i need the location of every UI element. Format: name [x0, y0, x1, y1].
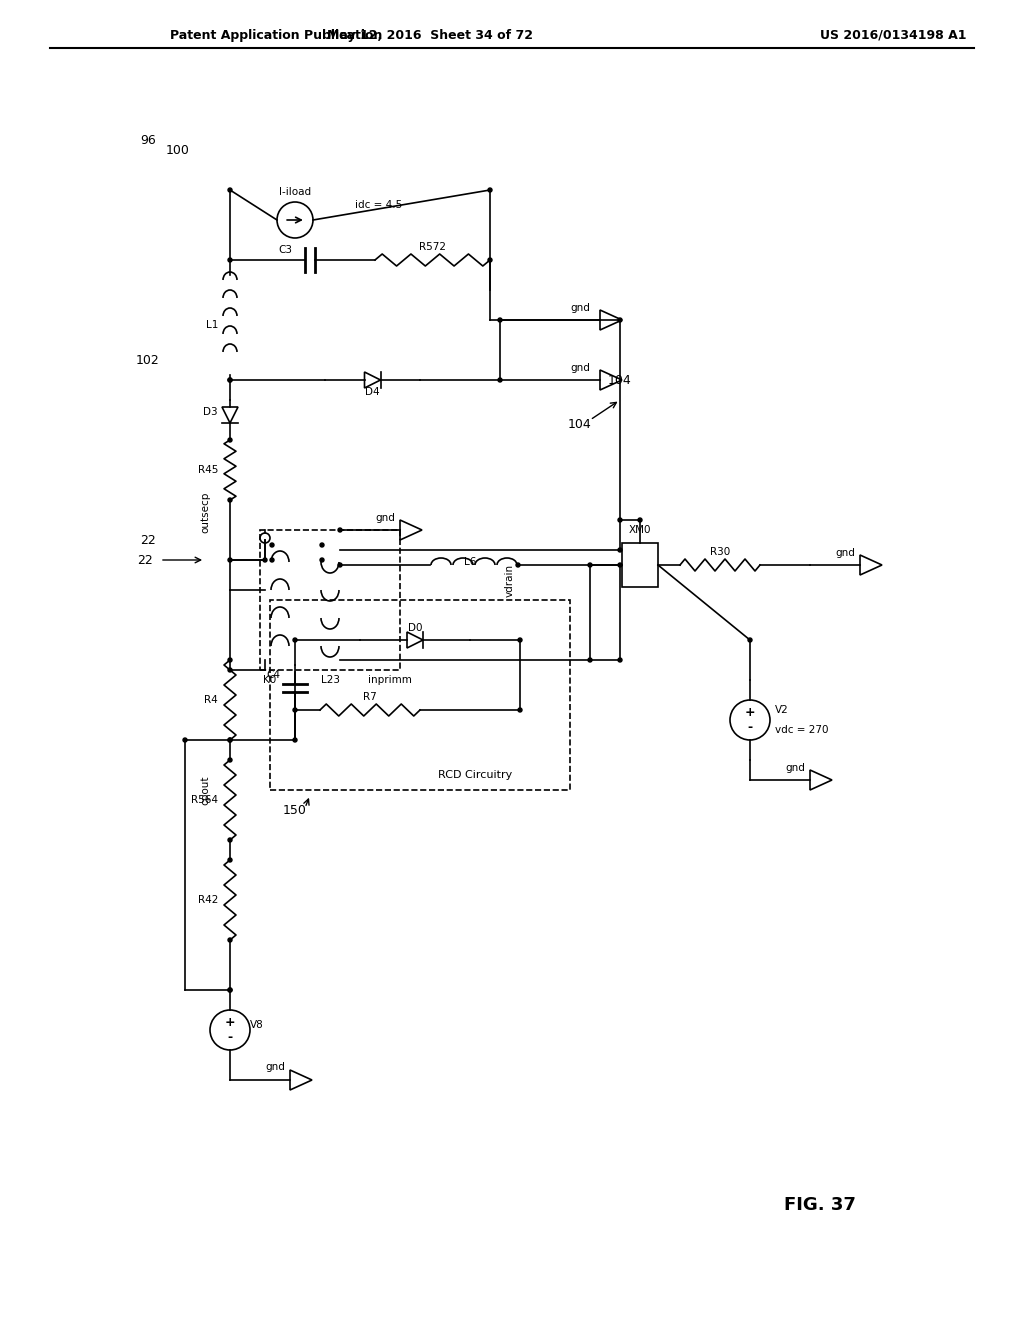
Text: I-iload: I-iload — [279, 187, 311, 197]
Text: K0: K0 — [263, 675, 276, 685]
Circle shape — [618, 564, 622, 568]
Text: R7: R7 — [364, 692, 377, 702]
Text: outsecp: outsecp — [200, 491, 210, 533]
Text: vdc = 270: vdc = 270 — [775, 725, 828, 735]
Text: R564: R564 — [191, 795, 218, 805]
Circle shape — [638, 517, 642, 521]
Text: R30: R30 — [710, 546, 730, 557]
Circle shape — [228, 987, 232, 993]
Circle shape — [518, 638, 522, 642]
Circle shape — [618, 548, 622, 552]
Text: -: - — [748, 721, 753, 734]
Text: gnd: gnd — [785, 763, 805, 774]
Circle shape — [338, 528, 342, 532]
Text: vdrain: vdrain — [505, 564, 515, 597]
Circle shape — [518, 708, 522, 711]
Text: V2: V2 — [775, 705, 788, 715]
Text: +: + — [224, 1016, 236, 1030]
Text: RCD Circuitry: RCD Circuitry — [438, 770, 512, 780]
Circle shape — [516, 564, 520, 568]
Text: gnd: gnd — [570, 363, 590, 374]
Text: Patent Application Publication: Patent Application Publication — [170, 29, 382, 41]
Circle shape — [618, 318, 622, 322]
Circle shape — [228, 498, 232, 502]
Text: D0: D0 — [408, 623, 422, 634]
Circle shape — [228, 558, 232, 562]
Circle shape — [228, 758, 232, 762]
Circle shape — [263, 558, 267, 562]
Circle shape — [228, 438, 232, 442]
Text: FIG. 37: FIG. 37 — [784, 1196, 856, 1214]
Circle shape — [228, 939, 232, 942]
Circle shape — [488, 187, 492, 191]
Text: C4: C4 — [266, 671, 280, 680]
Circle shape — [183, 738, 187, 742]
Text: +: + — [744, 706, 756, 719]
Circle shape — [588, 657, 592, 663]
Circle shape — [319, 543, 324, 546]
Circle shape — [228, 657, 232, 663]
Text: 100: 100 — [166, 144, 189, 157]
Bar — [622, 543, 658, 587]
Circle shape — [228, 858, 232, 862]
Text: gnd: gnd — [265, 1063, 285, 1072]
Text: inprimm: inprimm — [368, 675, 412, 685]
Bar — [270, 601, 570, 789]
Circle shape — [498, 318, 502, 322]
Text: US 2016/0134198 A1: US 2016/0134198 A1 — [820, 29, 967, 41]
Text: gnd: gnd — [570, 304, 590, 313]
Text: L1: L1 — [206, 319, 218, 330]
Text: R42: R42 — [198, 895, 218, 906]
Circle shape — [228, 257, 232, 261]
Text: gnd: gnd — [835, 548, 855, 558]
Text: R572: R572 — [419, 242, 445, 252]
Circle shape — [228, 187, 232, 191]
Circle shape — [228, 378, 232, 381]
Circle shape — [228, 378, 232, 381]
Text: -: - — [227, 1031, 232, 1044]
Text: cpout: cpout — [200, 775, 210, 805]
Text: D4: D4 — [365, 387, 379, 397]
Text: 104: 104 — [568, 418, 592, 432]
Bar — [260, 531, 400, 671]
Circle shape — [270, 558, 274, 562]
Text: 104: 104 — [608, 374, 632, 387]
Text: L23: L23 — [321, 675, 340, 685]
Text: 150: 150 — [283, 804, 307, 817]
Circle shape — [338, 564, 342, 568]
Circle shape — [319, 558, 324, 562]
Circle shape — [270, 543, 274, 546]
Text: idc = 4.5: idc = 4.5 — [355, 201, 402, 210]
Text: 22: 22 — [137, 553, 153, 566]
Circle shape — [293, 738, 297, 742]
Circle shape — [228, 668, 232, 672]
Text: 96: 96 — [140, 133, 156, 147]
Text: May 12, 2016  Sheet 34 of 72: May 12, 2016 Sheet 34 of 72 — [327, 29, 534, 41]
Circle shape — [588, 564, 592, 568]
Text: R4: R4 — [204, 696, 218, 705]
Text: C3: C3 — [278, 246, 292, 255]
Circle shape — [293, 638, 297, 642]
Circle shape — [228, 738, 232, 742]
Text: V8: V8 — [250, 1020, 264, 1030]
Text: D3: D3 — [204, 407, 218, 417]
Circle shape — [618, 517, 622, 521]
Text: L6: L6 — [464, 557, 476, 568]
Text: R45: R45 — [198, 465, 218, 475]
Text: 102: 102 — [136, 354, 160, 367]
Circle shape — [228, 738, 232, 742]
Circle shape — [228, 987, 232, 993]
Circle shape — [748, 638, 752, 642]
Text: gnd: gnd — [375, 513, 395, 523]
Circle shape — [488, 257, 492, 261]
Circle shape — [228, 838, 232, 842]
Circle shape — [498, 378, 502, 381]
Circle shape — [293, 708, 297, 711]
Text: XM0: XM0 — [629, 525, 651, 535]
Circle shape — [618, 657, 622, 663]
Text: 22: 22 — [140, 533, 156, 546]
